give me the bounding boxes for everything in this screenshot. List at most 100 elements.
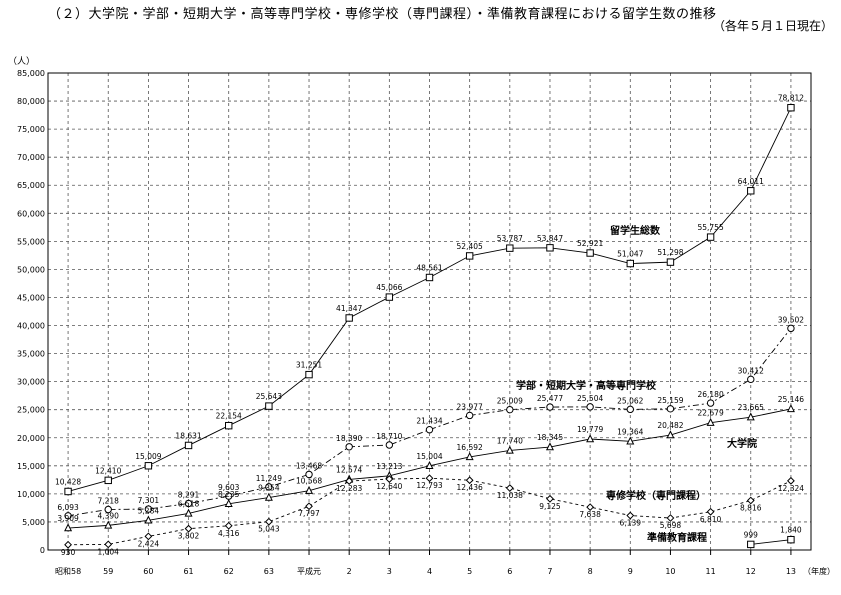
data-point	[666, 258, 675, 266]
data-label: 30,412	[738, 366, 764, 375]
data-label: 8,816	[740, 504, 762, 513]
data-label: 18,345	[537, 433, 563, 442]
data-label: 12,640	[376, 482, 402, 491]
data-label: 23,665	[738, 403, 764, 412]
data-label: 12,324	[778, 484, 804, 493]
data-label: 6,810	[700, 515, 722, 524]
data-label: 18,390	[336, 434, 362, 443]
data-label: 8,235	[218, 490, 240, 499]
data-label: 25,504	[577, 394, 603, 403]
data-point	[184, 499, 193, 508]
data-label: 10,428	[55, 477, 81, 486]
data-point	[345, 443, 353, 451]
data-point	[746, 496, 755, 505]
data-label: 53,847	[537, 234, 563, 243]
y-tick-label: 0	[40, 546, 45, 555]
data-point	[546, 403, 554, 411]
data-label: 7,218	[97, 496, 119, 505]
series-name-label: 専修学校（専門課程）	[606, 489, 706, 502]
data-point	[184, 524, 193, 533]
data-label: 18,631	[175, 431, 201, 440]
x-tick-label: 11	[706, 567, 716, 576]
x-tick-label: 63	[264, 567, 274, 576]
x-tick-label: 8	[588, 567, 593, 576]
data-point	[626, 405, 634, 414]
data-label: 19,779	[577, 425, 603, 434]
data-point	[64, 487, 72, 496]
y-tick-label: 5,000	[22, 518, 45, 527]
data-label: 17,740	[497, 436, 523, 445]
data-label: 18,710	[376, 432, 402, 441]
data-point	[787, 104, 795, 112]
data-label: 7,797	[298, 509, 320, 518]
data-label: 10,568	[296, 477, 322, 486]
data-label: 11,038	[497, 491, 523, 500]
x-tick-label: 62	[224, 567, 234, 576]
data-point	[345, 477, 354, 485]
data-label: 19,364	[617, 427, 643, 436]
data-label: 930	[61, 548, 76, 557]
data-label: 9,354	[258, 484, 280, 493]
data-label: 9,603	[218, 483, 240, 492]
x-tick-label: 5	[467, 567, 472, 576]
data-point	[546, 494, 554, 503]
data-point	[465, 411, 474, 420]
data-label: 22,154	[216, 412, 242, 421]
data-point	[64, 540, 72, 549]
data-point	[747, 187, 755, 195]
data-point	[144, 462, 153, 470]
data-label: 1,004	[97, 547, 119, 556]
x-tick-label: 61	[183, 567, 193, 576]
data-label: 5,698	[660, 521, 682, 530]
x-tick-label: 7	[547, 567, 552, 576]
data-point	[746, 412, 755, 421]
data-point	[425, 460, 434, 470]
data-point	[706, 507, 715, 516]
y-tick-label: 75,000	[17, 125, 45, 134]
data-point	[706, 417, 715, 426]
data-point	[787, 324, 795, 333]
data-label: 16,592	[457, 443, 483, 452]
data-label: 6,518	[178, 499, 200, 508]
data-label: 12,436	[457, 483, 483, 492]
data-point	[265, 483, 273, 491]
data-point	[265, 402, 273, 410]
data-point	[706, 233, 715, 241]
data-label: 20,482	[657, 421, 683, 430]
data-point	[104, 540, 113, 549]
data-point	[505, 484, 514, 492]
y-tick-label: 40,000	[17, 322, 45, 331]
data-point	[586, 503, 595, 512]
series-line	[750, 539, 791, 545]
data-label: 48,561	[416, 263, 442, 272]
data-point	[305, 370, 313, 379]
data-point	[64, 523, 73, 532]
data-point	[224, 521, 233, 530]
y-tick-label: 10,000	[17, 490, 45, 499]
y-tick-label: 85,000	[17, 69, 45, 78]
data-point	[465, 452, 474, 461]
data-point	[626, 511, 635, 520]
data-point	[626, 436, 635, 445]
data-label: 51,047	[617, 250, 643, 259]
x-tick-label: 60	[143, 567, 153, 576]
data-label: 13,213	[376, 462, 402, 471]
x-tick-label: 平成元	[297, 566, 321, 576]
data-point	[506, 405, 514, 414]
data-point	[586, 249, 594, 257]
data-label: 11,249	[256, 474, 282, 483]
data-label: 15,004	[416, 452, 442, 461]
chart-subtitle: （各年５月１日現在）	[712, 19, 833, 33]
data-label: 21,434	[416, 417, 442, 426]
data-label: 3,909	[57, 514, 79, 523]
data-label: 7,301	[138, 496, 160, 505]
data-point	[786, 404, 795, 413]
data-label: 7,638	[579, 510, 601, 519]
data-label: 25,643	[256, 392, 282, 401]
y-tick-label: 25,000	[17, 406, 45, 415]
x-tick-label: 10	[665, 567, 675, 576]
data-point	[666, 430, 675, 439]
data-label: 55,755	[697, 223, 723, 232]
data-label: 45,066	[376, 283, 402, 292]
